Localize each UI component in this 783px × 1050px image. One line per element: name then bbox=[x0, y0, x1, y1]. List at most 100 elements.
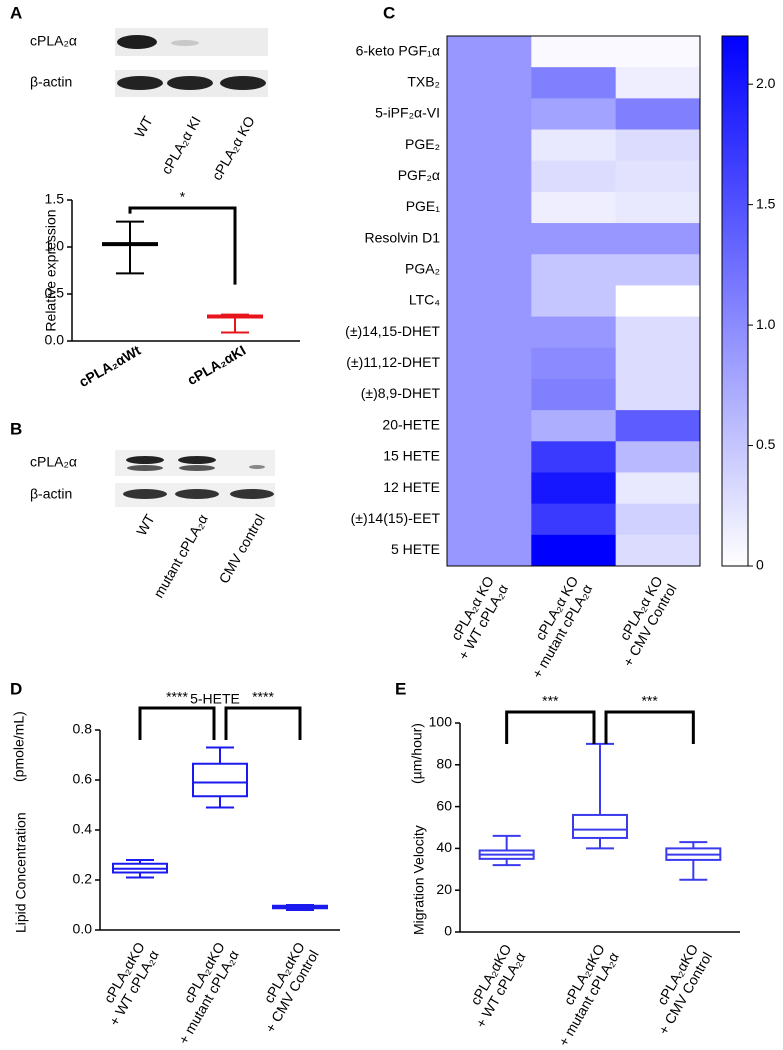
colorbar bbox=[721, 35, 749, 567]
heatmap-cell bbox=[615, 67, 701, 99]
y-tick-label: 1.0 bbox=[45, 238, 65, 254]
heatmap-cell bbox=[447, 191, 532, 224]
heatmap-cell bbox=[615, 410, 701, 442]
y-tick-label: 40 bbox=[436, 839, 452, 855]
heatmap-cell bbox=[615, 285, 701, 318]
colorbar-tick-label: 0.5 bbox=[756, 436, 776, 452]
heatmap-cell bbox=[447, 316, 532, 349]
row-label: PGE₂ bbox=[405, 136, 440, 152]
heatmap-cell bbox=[447, 254, 532, 286]
heatmap-cell bbox=[531, 410, 617, 442]
row-label: Resolvin D1 bbox=[365, 229, 441, 245]
heatmap-cell bbox=[615, 378, 701, 411]
heatmap-cell bbox=[447, 36, 532, 68]
row-label: (±)14(15)-EET bbox=[351, 510, 441, 526]
blot-row-label: cPLA₂α bbox=[30, 33, 77, 49]
blot-row-label: cPLA₂α bbox=[30, 454, 77, 470]
colorbar-tick-label: 2.0 bbox=[756, 75, 776, 91]
chart-title: 5-HETE bbox=[190, 691, 240, 707]
heatmap-cell bbox=[531, 129, 617, 162]
significance-bracket bbox=[224, 706, 302, 740]
row-label: (±)8,9-DHET bbox=[361, 385, 441, 401]
row-label: PGE₁ bbox=[406, 198, 441, 214]
x-tick-label: cPLA₂αWt bbox=[76, 342, 144, 390]
row-label: 5 HETE bbox=[391, 541, 440, 557]
significance-label: * bbox=[180, 189, 186, 205]
heatmap-cell bbox=[615, 36, 701, 68]
heatmap-cell bbox=[531, 441, 617, 473]
heatmap-cell bbox=[531, 316, 617, 349]
heatmap-cell bbox=[447, 285, 532, 318]
colorbar-tick-label: 1.0 bbox=[756, 316, 776, 332]
row-label: 12 HETE bbox=[383, 479, 440, 495]
blot-lane-label: cPLA₂α KO bbox=[208, 113, 257, 183]
heatmap-cell bbox=[447, 378, 532, 411]
heatmap-cell bbox=[531, 534, 617, 567]
heatmap-cell bbox=[447, 503, 532, 536]
y-tick-label: 0 bbox=[444, 923, 452, 939]
colorbar-tick-label: 1.5 bbox=[756, 195, 776, 211]
heatmap-cell bbox=[447, 129, 532, 162]
heatmap-cell bbox=[531, 254, 617, 286]
heatmap-cell bbox=[447, 98, 532, 131]
y-axis-label: Relative expression bbox=[43, 209, 59, 331]
blot-lane-label: mutant cPLA₂α bbox=[150, 511, 211, 600]
heatmap-cell bbox=[447, 160, 532, 193]
blot-image bbox=[115, 450, 275, 507]
y-tick-label: 0.2 bbox=[73, 871, 93, 887]
y-tick-label: 80 bbox=[436, 756, 452, 772]
panel-label: A bbox=[10, 3, 22, 22]
significance-label: *** bbox=[542, 693, 559, 709]
heatmap-cell bbox=[615, 160, 701, 193]
panel-label: E bbox=[395, 679, 406, 698]
heatmap-cell bbox=[531, 160, 617, 193]
heatmap-cell bbox=[615, 254, 701, 286]
y-axis-label: Lipid Concentration bbox=[13, 812, 29, 933]
significance-bracket bbox=[128, 206, 237, 285]
heatmap-cell bbox=[531, 378, 617, 411]
significance-bracket bbox=[138, 706, 216, 740]
heatmap-cell bbox=[615, 347, 701, 380]
row-label: 5-iPF₂α-VI bbox=[375, 105, 440, 121]
panel-label: C bbox=[383, 3, 395, 22]
significance-label: *** bbox=[641, 693, 658, 709]
y-tick-label: 0.8 bbox=[73, 721, 93, 737]
heatmap-cell bbox=[531, 472, 617, 505]
heatmap-cell bbox=[447, 223, 532, 255]
heatmap-cell bbox=[615, 472, 701, 505]
heatmap-cell bbox=[615, 98, 701, 131]
heatmap-cell bbox=[615, 316, 701, 349]
colorbar-tick-label: 0 bbox=[756, 557, 764, 573]
heatmap-cell bbox=[447, 347, 532, 380]
y-axis-unit: (pmole/mL) bbox=[11, 711, 27, 782]
heatmap-cell bbox=[615, 129, 701, 162]
row-label: PGF₂α bbox=[398, 167, 440, 183]
y-tick-label: 1.5 bbox=[45, 191, 65, 207]
heatmap-frame bbox=[446, 35, 701, 567]
box bbox=[192, 762, 248, 798]
heatmap-cell bbox=[447, 534, 532, 567]
heatmap-cell bbox=[531, 223, 617, 255]
y-axis-unit: (µm/hour) bbox=[409, 723, 425, 784]
significance-bracket bbox=[604, 710, 695, 744]
row-label: TXB₂ bbox=[407, 73, 440, 89]
heatmap-cell bbox=[615, 441, 701, 473]
blot-image bbox=[115, 28, 268, 97]
row-label: 6-keto PGF₁α bbox=[356, 42, 440, 58]
significance-label: **** bbox=[252, 689, 274, 705]
y-tick-label: 0.5 bbox=[45, 285, 65, 301]
heatmap-cell bbox=[531, 191, 617, 224]
box bbox=[572, 813, 628, 839]
panel-label: D bbox=[10, 679, 22, 698]
heatmap-cell bbox=[615, 223, 701, 255]
heatmap-cell bbox=[615, 534, 701, 567]
blot-lane-label: cPLA₂α KI bbox=[158, 113, 204, 177]
heatmap-cell bbox=[531, 67, 617, 99]
y-tick-label: 100 bbox=[429, 714, 453, 730]
heatmap-cell bbox=[615, 503, 701, 536]
blot-row-label: β-actin bbox=[30, 486, 72, 502]
significance-label: **** bbox=[166, 689, 188, 705]
y-tick-label: 0.0 bbox=[73, 921, 93, 937]
